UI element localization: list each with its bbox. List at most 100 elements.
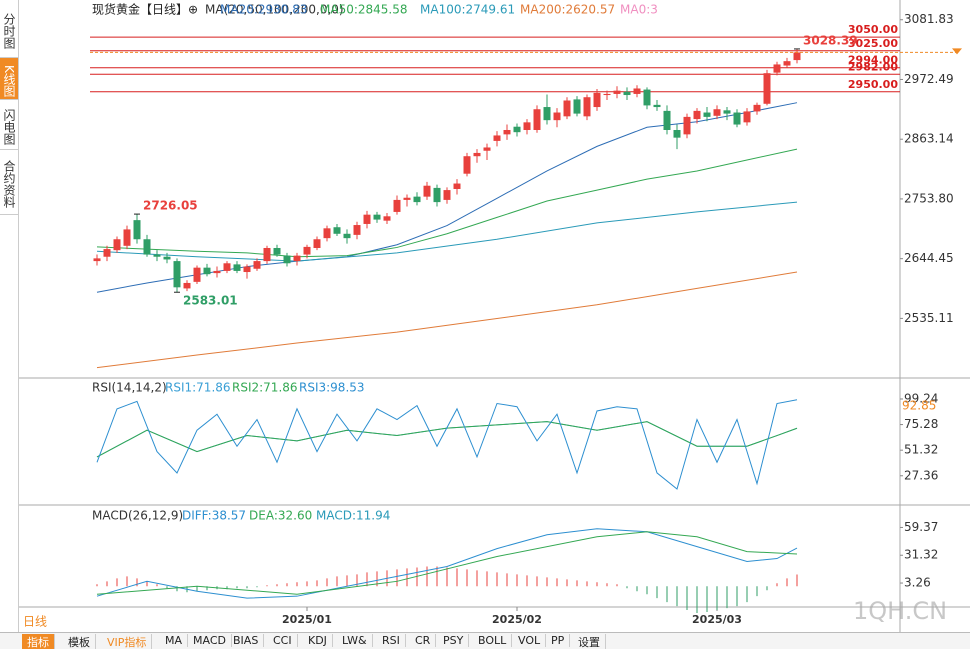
candle-body <box>773 64 781 73</box>
ma-line <box>96 271 798 369</box>
legend-entry: RSI1:71.86 <box>165 381 231 395</box>
candle-body <box>753 104 761 112</box>
candle-body <box>183 282 191 289</box>
ma-line <box>96 201 798 262</box>
candle-body <box>673 129 681 138</box>
current-price-arrow <box>952 48 962 55</box>
candle-body <box>623 91 631 96</box>
toolbar-button[interactable]: RSI <box>377 634 406 647</box>
candle-body <box>513 126 521 133</box>
toolbar: 指标 模板 VIP指标 MA MACD BIAS CCI KDJ LW& RSI CR PSY BOLL… <box>0 632 970 649</box>
x-tick-label: 2025/03 <box>692 613 742 626</box>
toolbar-button[interactable]: VIP指标 <box>102 634 153 649</box>
rsi-current: 92.85 <box>902 398 936 412</box>
macd-title: MACD(26,12,9) <box>92 509 183 523</box>
legend-entry: DEA:32.60 <box>249 509 312 523</box>
candle-body <box>653 104 661 108</box>
rsi-line <box>96 421 798 458</box>
candle-body <box>743 111 751 123</box>
candle-body <box>213 270 221 274</box>
toolbar-button[interactable]: MACD <box>188 634 232 647</box>
sidebar-tab[interactable]: K线图 <box>0 58 18 100</box>
candle-body <box>153 254 161 257</box>
toolbar-button[interactable]: BOLL <box>473 634 513 647</box>
candle-body <box>493 135 501 141</box>
toolbar-button[interactable]: CCI <box>268 634 298 647</box>
extreme-label: 2583.01 <box>183 294 238 308</box>
macd-line <box>96 531 798 595</box>
y-tick-label: 31.32 <box>904 548 938 562</box>
y-tick-label: 99.24 <box>904 391 938 405</box>
candle-body <box>383 216 391 221</box>
candle-body <box>303 246 311 255</box>
candle-body <box>333 227 341 234</box>
candle-body <box>713 109 721 116</box>
candle-body <box>643 89 651 106</box>
toolbar-button[interactable]: 模板 <box>63 634 96 649</box>
candle-body <box>633 88 641 94</box>
legend-entry: MA100:2749.61 <box>420 3 515 17</box>
ma-params: MA(20,50,100,200,0,0) <box>205 3 344 17</box>
candle-body <box>193 267 201 282</box>
toolbar-button[interactable]: MA <box>160 634 189 647</box>
candle-body <box>553 112 561 121</box>
candle-body <box>503 129 511 135</box>
candle-body <box>593 92 601 108</box>
y-tick-label: 2644.45 <box>904 251 954 265</box>
legend-entry: RSI2:71.86 <box>232 381 298 395</box>
candle-body <box>343 233 351 239</box>
level-label: 2950.00 <box>848 78 898 91</box>
toolbar-button[interactable]: KDJ <box>303 634 333 647</box>
sidebar-tab[interactable]: 合约资料 <box>0 150 18 215</box>
candle-body <box>263 247 271 262</box>
candle-body <box>413 196 421 203</box>
level-label: 3025.00 <box>848 37 898 50</box>
candle-body <box>693 110 701 120</box>
toolbar-button[interactable]: BIAS <box>228 634 265 647</box>
toolbar-button[interactable]: PSY <box>438 634 470 647</box>
level-label: 3050.00 <box>848 23 898 36</box>
candle-body <box>473 152 481 157</box>
instrument-title: 现货黄金【日线】⊕ <box>92 2 198 17</box>
candle-body <box>293 255 301 262</box>
candle-body <box>143 239 151 255</box>
candle-body <box>733 112 741 125</box>
toolbar-button[interactable]: LW& <box>337 634 373 647</box>
sidebar-tab[interactable]: 分时图 <box>0 0 18 58</box>
candle-body <box>523 122 531 130</box>
y-tick-label: 59.37 <box>904 520 938 534</box>
candle-body <box>583 97 591 117</box>
candle-body <box>433 187 441 203</box>
rsi-title: RSI(14,14,2) <box>92 381 167 395</box>
candle-body <box>443 190 451 200</box>
candle-body <box>163 256 171 260</box>
period-label: 日线 <box>23 615 47 629</box>
candle-body <box>543 107 551 121</box>
candle-body <box>313 239 321 248</box>
toolbar-button[interactable]: 设置 <box>573 634 606 649</box>
x-tick-label: 2025/02 <box>492 613 542 626</box>
sidebar-tab[interactable]: 闪电图 <box>0 100 18 150</box>
legend-entry: MA200:2620.57 <box>520 3 615 17</box>
toolbar-button[interactable]: CR <box>410 634 437 647</box>
candle-body <box>783 61 791 66</box>
candle-body <box>133 220 141 240</box>
extreme-label: 3028.39 <box>803 33 858 47</box>
candle-body <box>113 239 121 251</box>
candle-body <box>353 225 361 235</box>
candle-body <box>533 109 541 130</box>
candle-body <box>173 261 181 288</box>
toolbar-button[interactable]: 指标 <box>22 634 55 649</box>
candle-body <box>613 90 621 94</box>
macd-legend: MACD:11.94 <box>316 509 390 523</box>
toolbar-button[interactable]: VOL <box>513 634 547 647</box>
candle-body <box>403 197 411 200</box>
toolbar-button[interactable]: PP <box>546 634 571 647</box>
rsi-line <box>96 399 798 490</box>
legend-entry: RSI3:98.53 <box>299 381 365 395</box>
candle-body <box>683 116 691 135</box>
ma-line <box>96 148 798 258</box>
y-tick-label: 75.28 <box>904 417 938 431</box>
legend-entry: DIFF:38.57 <box>182 509 246 523</box>
